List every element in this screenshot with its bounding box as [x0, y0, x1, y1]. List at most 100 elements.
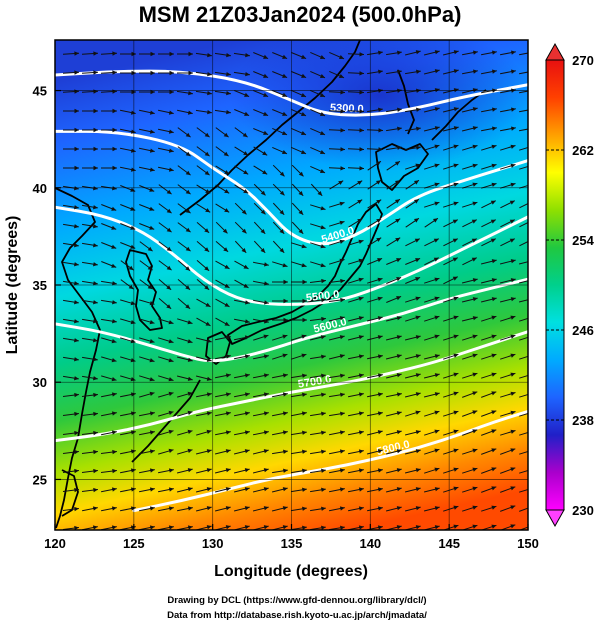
wind-arrowhead [339, 201, 345, 206]
contour-line [55, 277, 528, 363]
wind-arrowhead [414, 218, 419, 223]
wind-arrowhead [490, 219, 496, 224]
wind-arrowhead [185, 246, 191, 252]
wind-arrowhead [491, 144, 497, 149]
wind-arrowhead [377, 468, 383, 473]
wind-arrowhead [224, 170, 230, 175]
wind-arrowhead [245, 72, 250, 77]
wind-arrowhead [188, 70, 193, 76]
wind-arrowhead [491, 467, 497, 472]
wind-arrowhead [492, 50, 497, 55]
wind-arrowhead [74, 487, 79, 493]
wind-arrowhead [282, 525, 288, 530]
y-axis-label: Latitude (degrees) [4, 216, 21, 355]
wind-arrowhead [130, 110, 136, 115]
wind-arrowhead [453, 410, 459, 415]
wind-arrow [519, 507, 528, 512]
wind-arrowhead [149, 110, 155, 115]
wind-arrowhead [338, 180, 344, 185]
wind-arrowhead [530, 468, 535, 472]
wind-arrowhead [491, 334, 497, 339]
contour-label: 5300.0 [330, 102, 364, 115]
wind-arrowhead [434, 392, 440, 397]
wind-arrowhead [93, 243, 98, 248]
wind-arrowhead [472, 297, 478, 302]
wind-arrowhead [301, 112, 306, 116]
credit-data: Data from http://database.rish.kyoto-u.a… [167, 610, 427, 621]
wind-arrowhead [491, 372, 497, 377]
wind-arrowhead [242, 132, 248, 138]
wind-arrowhead [529, 239, 534, 243]
wind-arrowhead [188, 91, 193, 96]
wind-arrowhead [491, 410, 497, 415]
wind-arrowhead [359, 71, 364, 76]
coastline-russia [179, 40, 361, 216]
wind-arrowhead [74, 411, 79, 417]
wind-arrowhead [491, 505, 497, 510]
colorbar-min-triangle [545, 509, 565, 528]
wind-arrowhead [93, 392, 98, 398]
wind-arrowhead [377, 335, 383, 340]
wind-arrowhead [317, 191, 323, 196]
wind-arrowhead [491, 429, 497, 434]
wind-arrowhead [511, 107, 516, 112]
wind-arrow [519, 203, 528, 209]
wind-arrowhead [434, 163, 440, 168]
wind-arrowhead [491, 448, 497, 453]
wind-arrowhead [130, 449, 136, 454]
wind-arrowhead [510, 486, 516, 491]
wind-arrowhead [111, 244, 117, 249]
wind-arrowhead [396, 335, 402, 340]
wind-arrowhead [377, 316, 383, 321]
wind-arrowhead [415, 315, 421, 320]
wind-arrowhead [491, 278, 497, 283]
wind-arrowhead [74, 262, 79, 267]
wind-arrowhead [358, 335, 364, 340]
wind-arrowhead [377, 487, 383, 492]
cold-core [230, 40, 528, 170]
wind-arrowhead [169, 70, 174, 76]
wind-arrowhead [530, 411, 535, 415]
wind-arrowhead [358, 525, 364, 530]
wind-arrowhead [340, 392, 345, 397]
wind-arrowhead [320, 244, 326, 249]
wind-arrowhead [260, 209, 266, 215]
wind-arrowhead [301, 73, 307, 78]
wind-arrowhead [225, 506, 231, 511]
wind-arrowhead [377, 373, 383, 378]
wind-arrowhead [340, 90, 345, 95]
wind-arrowhead [433, 218, 438, 223]
wind-arrowhead [395, 199, 400, 204]
wind-arrowhead [130, 320, 136, 325]
wind-arrowhead [187, 525, 193, 530]
wind-arrowhead [320, 225, 326, 230]
wind-arrowhead [224, 208, 230, 213]
wind-arrowhead [339, 316, 345, 321]
wind-arrowhead [530, 51, 535, 55]
wind-arrowhead [320, 206, 326, 211]
wind-arrowhead [511, 69, 516, 74]
wind-arrowhead [340, 109, 345, 114]
wind-arrowhead [511, 50, 516, 55]
wind-arrowhead [149, 339, 155, 344]
wind-arrowhead [530, 297, 535, 301]
wind-arrowhead [358, 506, 364, 511]
wind-arrowhead [339, 449, 345, 454]
wind-arrowhead [434, 296, 440, 301]
wind-arrowhead [510, 372, 516, 377]
wind-arrowhead [149, 487, 155, 492]
wind-arrowhead [225, 373, 231, 378]
wind-arrowhead [320, 131, 325, 135]
wind-arrowhead [185, 189, 191, 195]
wind-arrowhead [376, 218, 382, 223]
wind-arrowhead [93, 186, 98, 191]
wind-arrowhead [415, 506, 421, 511]
wind-arrowhead [244, 449, 250, 454]
wind-arrowhead [225, 449, 231, 454]
wind-arrowhead [112, 468, 117, 474]
wind-arrowhead [530, 373, 535, 377]
wind-arrowhead [472, 410, 478, 415]
wind-arrowhead [340, 525, 345, 530]
wind-arrowhead [453, 467, 459, 472]
wind-arrowhead [301, 353, 307, 358]
